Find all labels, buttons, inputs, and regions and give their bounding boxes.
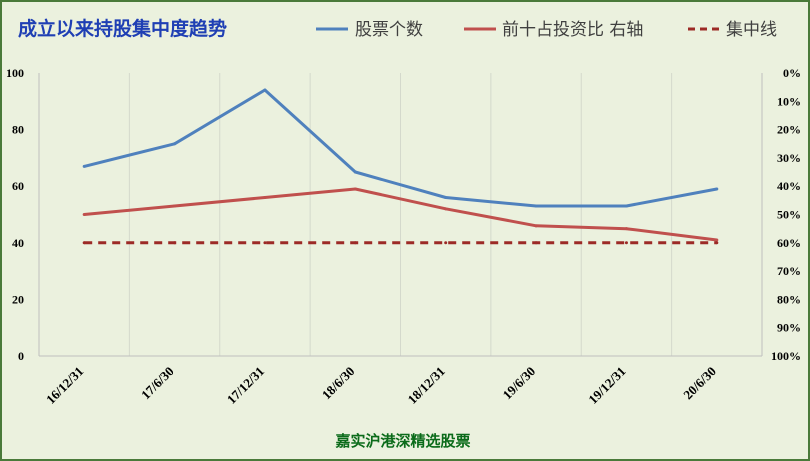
data-point-series-0 <box>534 204 538 208</box>
data-point-series-0 <box>173 142 177 146</box>
x-axis-tick-label: 19/6/30 <box>499 364 538 403</box>
x-axis-tick-label: 17/6/30 <box>138 364 177 403</box>
data-point-series-0 <box>715 187 719 191</box>
legend-label-top10-ratio: 前十占投资比 右轴 <box>502 20 643 40</box>
legend-item-concentration-line: 集中线 <box>688 20 777 40</box>
data-point-series-0 <box>353 170 357 174</box>
data-point-series-0 <box>263 88 267 92</box>
legend: 股票个数 前十占投资比 右轴 集中线 <box>316 20 777 40</box>
x-axis-tick-label: 20/6/30 <box>680 364 719 403</box>
right-axis-tick-label: 20% <box>777 123 801 137</box>
legend-item-stock-count: 股票个数 <box>316 20 423 40</box>
x-axis-tick-label: 16/12/31 <box>43 364 86 407</box>
data-point-series-2 <box>353 241 357 245</box>
right-axis-tick-label: 30% <box>777 151 801 165</box>
x-axis-tick-label: 18/12/31 <box>405 364 448 407</box>
series-line-1 <box>84 187 717 242</box>
right-axis-tick-label: 0% <box>783 66 801 80</box>
grid <box>38 73 763 356</box>
left-axis-tick-label: 40 <box>12 236 24 250</box>
data-point-series-2 <box>624 241 628 245</box>
left-axis-tick-label: 20 <box>12 292 24 306</box>
x-axis-tick-label: 18/6/30 <box>319 364 358 403</box>
data-point-series-1 <box>173 204 177 208</box>
right-axis-tick-label: 80% <box>777 292 801 306</box>
series-line-0 <box>83 88 718 208</box>
data-point-series-2 <box>715 241 719 245</box>
data-point-series-2 <box>534 241 538 245</box>
legend-label-concentration-line: 集中线 <box>726 20 777 40</box>
data-point-series-0 <box>82 164 86 168</box>
legend-label-stock-count: 股票个数 <box>355 20 423 40</box>
chart-title: 成立以来持股集中度趋势 <box>18 17 227 40</box>
data-point-series-1 <box>82 213 86 216</box>
x-axis-tick-label: 19/12/31 <box>585 364 628 407</box>
data-point-series-2 <box>82 241 86 245</box>
chart-caption: 嘉实沪港深精选股票 <box>334 432 470 450</box>
right-axis-tick-label: 70% <box>777 264 801 278</box>
data-point-series-1 <box>444 207 448 211</box>
data-point-series-1 <box>353 187 357 191</box>
data-point-series-0 <box>444 196 448 200</box>
left-axis-tick-label: 100 <box>6 66 24 80</box>
right-axis-tick-label: 50% <box>777 208 801 222</box>
data-point-series-2 <box>263 241 267 245</box>
right-axis-tick-label: 90% <box>777 321 801 335</box>
right-axis-tick-label: 100% <box>771 349 801 363</box>
data-point-series-1 <box>534 224 538 228</box>
right-axis-tick-label: 10% <box>777 94 801 108</box>
left-axis-tick-label: 80 <box>12 123 24 137</box>
data-point-series-1 <box>624 227 628 231</box>
data-point-series-2 <box>173 241 177 245</box>
data-point-series-1 <box>715 238 719 242</box>
series <box>82 88 719 245</box>
data-point-series-0 <box>624 204 628 208</box>
data-point-series-1 <box>263 196 267 200</box>
right-axis-tick-label: 60% <box>777 236 801 250</box>
right-axis-tick-label: 40% <box>777 179 801 193</box>
legend-item-top10-ratio: 前十占投资比 右轴 <box>464 20 643 40</box>
left-axis-tick-label: 0 <box>18 349 24 363</box>
left-axis-tick-label: 60 <box>12 179 24 193</box>
x-axis-tick-label: 17/12/31 <box>224 364 267 407</box>
data-point-series-2 <box>444 241 448 245</box>
